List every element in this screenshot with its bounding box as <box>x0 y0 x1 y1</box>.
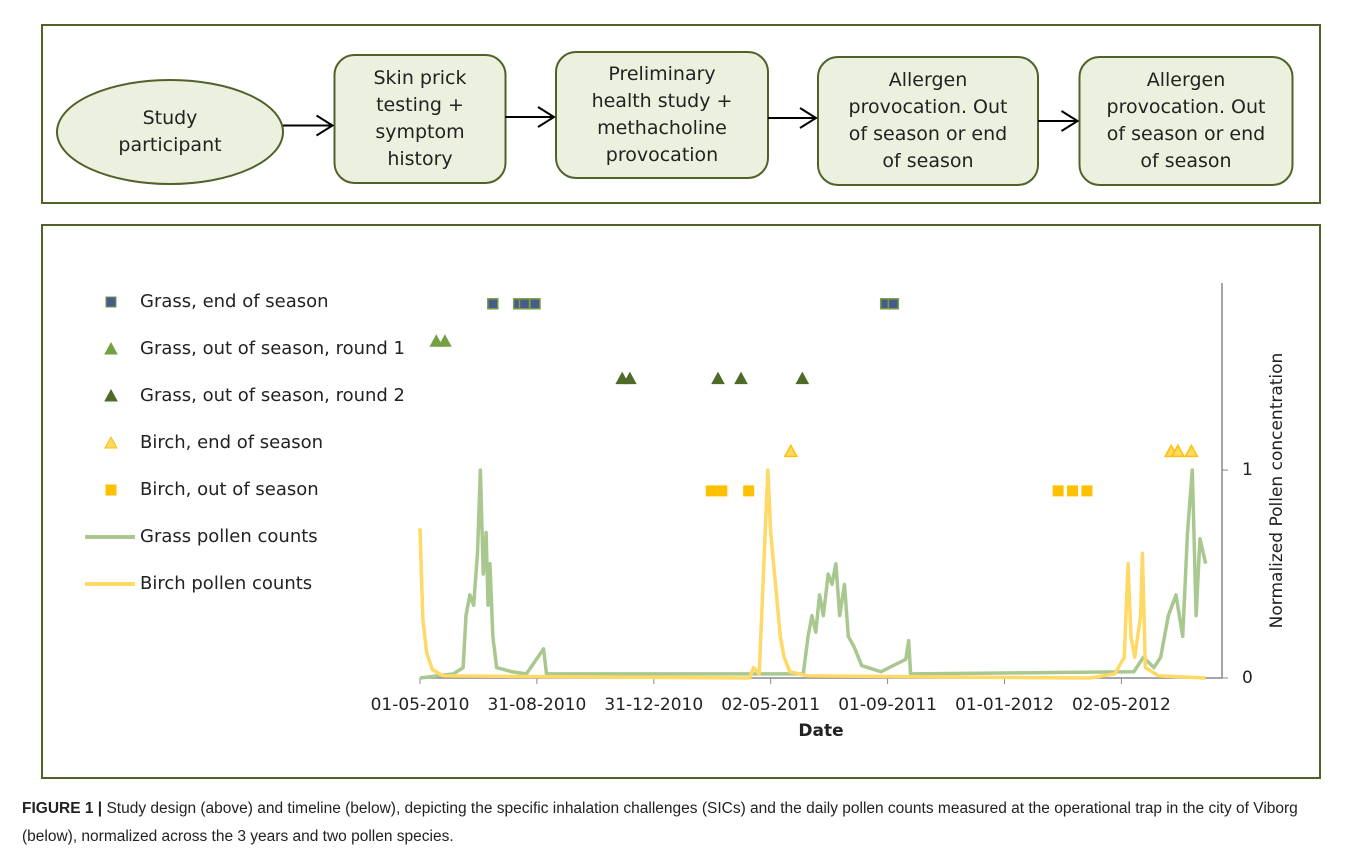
chart-frame <box>41 224 1321 779</box>
square-marker <box>529 298 541 310</box>
caption-text: Study design (above) and timeline (below… <box>22 800 1298 845</box>
node-shape <box>333 54 507 184</box>
node-label: Allergen <box>1147 69 1226 91</box>
square-marker <box>743 485 755 497</box>
node-label: of season or end <box>1107 123 1265 145</box>
triangle-marker <box>1184 443 1199 458</box>
x-tick-label: 02-05-2011 <box>721 695 820 715</box>
node-shape <box>555 51 769 179</box>
square-marker <box>487 298 499 310</box>
node-label: Skin prick <box>373 67 466 89</box>
node-label: provocation. Out <box>1107 96 1266 118</box>
triangle-marker <box>711 371 725 385</box>
legend-label: Grass, end of season <box>140 291 329 312</box>
x-tick-label: 31-08-2010 <box>488 695 587 715</box>
x-tick-label: 02-05-2012 <box>1072 695 1171 715</box>
legend-swatch <box>104 435 118 449</box>
node-label: testing + <box>376 94 464 116</box>
x-axis-label: Date <box>798 721 843 741</box>
y-tick-label: 0 <box>1242 668 1253 688</box>
square-marker <box>705 485 717 497</box>
legend-swatch <box>105 296 117 308</box>
y-axis-label: Normalized Pollen concentration <box>1267 353 1287 629</box>
square-marker <box>716 485 728 497</box>
square-marker <box>1067 485 1079 497</box>
triangle-marker <box>734 371 748 385</box>
legend-label: Birch, out of season <box>140 479 319 500</box>
x-tick-label: 31-12-2010 <box>604 695 703 715</box>
node-label: Allergen <box>889 69 968 91</box>
arrow-head <box>799 107 818 129</box>
flow-frame <box>41 24 1321 204</box>
node-label: participant <box>118 134 221 156</box>
arrow-head <box>315 114 335 137</box>
node-label: methacholine <box>597 117 727 139</box>
square-marker <box>887 298 900 310</box>
triangle-marker <box>1170 443 1186 458</box>
caption-label: FIGURE 1 | <box>22 800 103 817</box>
arrow-head <box>1060 110 1080 132</box>
square-marker <box>1081 485 1093 497</box>
node-label: of season <box>882 150 973 172</box>
chart: 01-05-2010 31-08-2010 31-12-2010 02-05-2011… <box>85 283 1287 741</box>
legend-swatch <box>104 388 118 402</box>
legend-swatch <box>104 341 118 355</box>
node-label: history <box>387 148 452 170</box>
x-tick-label: 01-09-2011 <box>838 695 937 715</box>
triangle-marker <box>795 371 810 385</box>
pollen-line <box>419 468 1208 680</box>
square-marker <box>1052 485 1064 497</box>
node-label: Study <box>143 107 198 129</box>
legend-label: Grass pollen counts <box>140 526 318 547</box>
node-shape <box>56 79 284 185</box>
figure-graphics: Study participant Skin prick testing + sympt… <box>41 24 1321 779</box>
pollen-line <box>418 468 1206 680</box>
node-label: Preliminary <box>608 63 715 85</box>
triangle-marker <box>429 334 444 347</box>
arrow-head <box>537 106 556 128</box>
node-label: of season or end <box>849 123 1007 145</box>
x-tick-label: 01-01-2012 <box>955 695 1054 715</box>
flow-diagram: Study participant Skin prick testing + sympt… <box>56 51 1294 186</box>
node-label: provocation <box>606 144 718 166</box>
legend-label: Birch pollen counts <box>140 573 312 594</box>
square-marker <box>518 298 531 310</box>
y-tick-label: 1 <box>1242 460 1253 480</box>
triangle-marker <box>622 371 637 385</box>
x-tick-label: 01-05-2010 <box>371 695 470 715</box>
node-label: symptom <box>375 121 464 143</box>
caption: FIGURE 1 | Study design (above) and time… <box>22 795 1338 851</box>
legend-label: Grass, out of season, round 1 <box>140 338 405 359</box>
node-label: health study + <box>592 90 733 112</box>
triangle-marker <box>783 443 799 458</box>
node-label: of season <box>1140 150 1231 172</box>
triangle-marker <box>438 334 452 347</box>
node-label: provocation. Out <box>849 96 1008 118</box>
legend-label: Birch, end of season <box>140 432 323 453</box>
legend-swatch <box>105 484 117 496</box>
node-shape <box>1078 56 1294 186</box>
legend-label: Grass, out of season, round 2 <box>140 385 405 406</box>
